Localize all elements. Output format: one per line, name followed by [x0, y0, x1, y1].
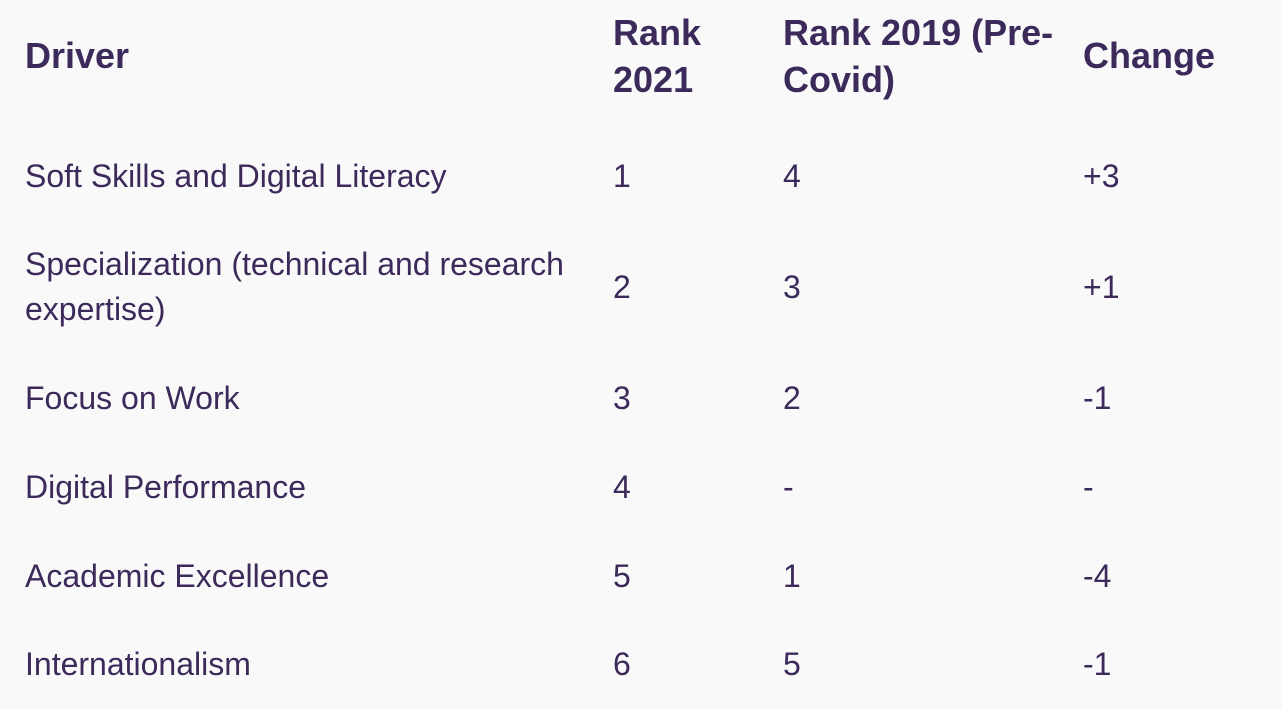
cell-change: -4	[1075, 532, 1282, 621]
table-row: Internationalism 6 5 -1	[0, 620, 1282, 709]
cell-rank2021: 1	[605, 132, 775, 221]
cell-driver: Focus on Work	[0, 354, 605, 443]
cell-rank2019: 4	[775, 132, 1075, 221]
cell-rank2021: 4	[605, 443, 775, 532]
cell-driver: Digital Performance	[0, 443, 605, 532]
cell-change: -	[1075, 443, 1282, 532]
driver-rank-table: Driver Rank 2021 Rank 2019 (Pre-Covid) C…	[0, 0, 1282, 709]
cell-rank2019: 3	[775, 220, 1075, 354]
cell-rank2021: 5	[605, 532, 775, 621]
table-row: Soft Skills and Digital Literacy 1 4 +3	[0, 132, 1282, 221]
table-header-row: Driver Rank 2021 Rank 2019 (Pre-Covid) C…	[0, 0, 1282, 132]
table-row: Specialization (technical and research e…	[0, 220, 1282, 354]
cell-rank2021: 6	[605, 620, 775, 709]
col-header-rank2019: Rank 2019 (Pre-Covid)	[775, 0, 1075, 132]
cell-driver: Internationalism	[0, 620, 605, 709]
cell-change: -1	[1075, 354, 1282, 443]
cell-rank2019: 2	[775, 354, 1075, 443]
cell-driver: Soft Skills and Digital Literacy	[0, 132, 605, 221]
cell-change: -1	[1075, 620, 1282, 709]
cell-change: +3	[1075, 132, 1282, 221]
table-row: Digital Performance 4 - -	[0, 443, 1282, 532]
cell-rank2019: 5	[775, 620, 1075, 709]
cell-driver: Academic Excellence	[0, 532, 605, 621]
cell-rank2019: -	[775, 443, 1075, 532]
col-header-change: Change	[1075, 0, 1282, 132]
cell-change: +1	[1075, 220, 1282, 354]
cell-driver: Specialization (technical and research e…	[0, 220, 605, 354]
table-row: Academic Excellence 5 1 -4	[0, 532, 1282, 621]
col-header-driver: Driver	[0, 0, 605, 132]
cell-rank2021: 2	[605, 220, 775, 354]
col-header-rank2021: Rank 2021	[605, 0, 775, 132]
table-row: Focus on Work 3 2 -1	[0, 354, 1282, 443]
cell-rank2021: 3	[605, 354, 775, 443]
cell-rank2019: 1	[775, 532, 1075, 621]
